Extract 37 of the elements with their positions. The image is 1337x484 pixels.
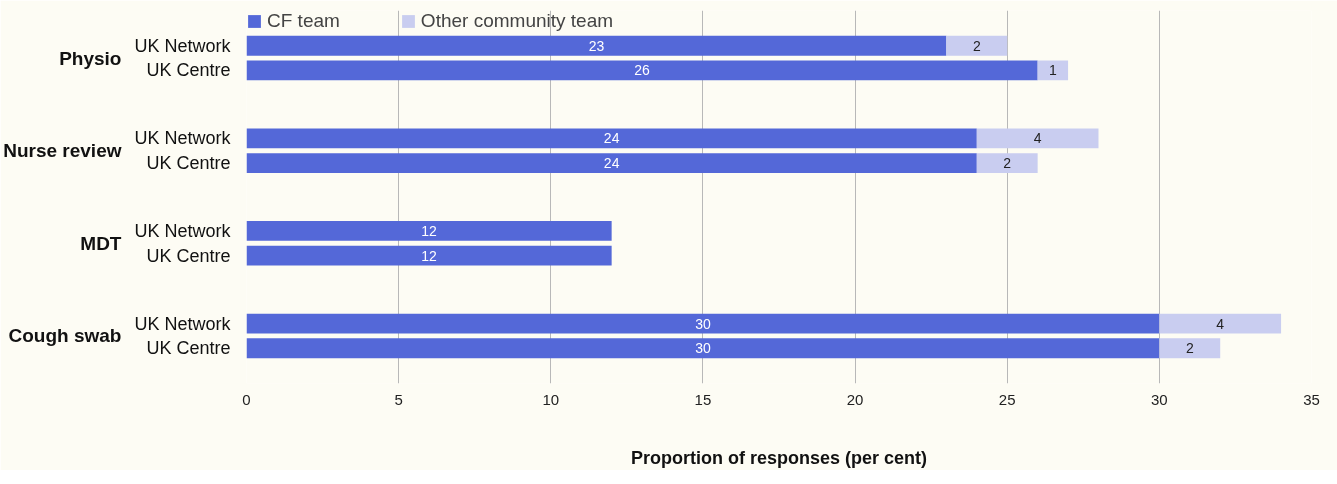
x-tick-label: 5 xyxy=(394,390,403,408)
x-tick-label: 20 xyxy=(846,390,864,408)
y-tick-label: UK Centre xyxy=(146,245,231,266)
text: Cough swab xyxy=(8,325,122,347)
data-label: 1 xyxy=(1048,62,1057,79)
data-label: 24 xyxy=(603,155,620,172)
data-label: 2 xyxy=(1185,340,1194,357)
x-tick-label: 15 xyxy=(694,390,712,408)
data-label: 23 xyxy=(588,37,605,54)
y-tick-label: UK Network xyxy=(134,35,232,56)
data-label: 26 xyxy=(634,62,651,79)
data-label: 30 xyxy=(695,315,711,332)
x-tick-label: 10 xyxy=(542,390,560,408)
data-label: 12 xyxy=(421,222,438,239)
text: Physio xyxy=(59,47,122,69)
y-tick-label: UK Network xyxy=(134,313,232,334)
data-label: 24 xyxy=(603,130,620,147)
text: Nurse review xyxy=(3,140,122,162)
data-label: 2 xyxy=(972,37,981,54)
x-axis-title: Proportion of responses (per cent) xyxy=(630,447,928,468)
x-tick-label: 25 xyxy=(998,390,1016,408)
y-tick-label: UK Centre xyxy=(146,338,231,359)
data-label: 2 xyxy=(1003,155,1012,172)
data-label: 30 xyxy=(695,340,711,357)
x-tick-label: 30 xyxy=(1151,390,1168,408)
y-tick-label: UK Centre xyxy=(146,153,231,174)
legend-label: CF team xyxy=(267,10,340,32)
y-tick-label: UK Network xyxy=(134,128,232,149)
y-tick-label: UK Network xyxy=(134,220,232,241)
x-tick-label: 35 xyxy=(1303,390,1320,408)
text: MDT xyxy=(80,232,122,254)
data-label: 4 xyxy=(1216,315,1225,332)
data-label: 12 xyxy=(421,247,438,264)
x-tick-label: 0 xyxy=(242,390,251,408)
legend-label: Other community team xyxy=(420,10,614,32)
y-tick-label: UK Centre xyxy=(146,60,231,81)
data-label: 4 xyxy=(1033,130,1042,147)
